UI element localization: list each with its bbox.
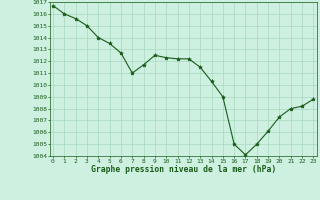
X-axis label: Graphe pression niveau de la mer (hPa): Graphe pression niveau de la mer (hPa) bbox=[91, 165, 276, 174]
